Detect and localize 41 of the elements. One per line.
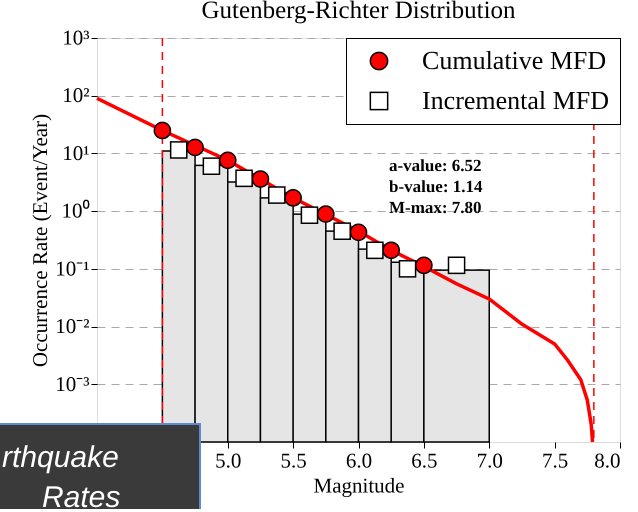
point bbox=[170, 141, 188, 159]
point bbox=[235, 170, 253, 188]
legend-label: Incremental MFD bbox=[422, 86, 610, 115]
point bbox=[382, 241, 400, 260]
point bbox=[186, 138, 204, 156]
annotation: b-value: 1.14 bbox=[389, 177, 483, 196]
point bbox=[268, 186, 286, 204]
point bbox=[154, 122, 172, 140]
point bbox=[202, 157, 220, 176]
point bbox=[366, 241, 384, 260]
x-tick-label: 6.0 bbox=[346, 448, 372, 472]
annotation: rthquake bbox=[2, 441, 119, 474]
legend-label: Cumulative MFD bbox=[422, 46, 606, 75]
x-tick-label: 5.5 bbox=[280, 448, 307, 472]
point bbox=[252, 170, 270, 188]
point bbox=[300, 206, 318, 224]
annotation: M-max: 7.80 bbox=[389, 198, 482, 217]
y-axis-title: Occurrence Rate (Event/Year) bbox=[28, 114, 52, 368]
point bbox=[415, 256, 433, 274]
point bbox=[218, 152, 237, 170]
y-tick-label: 10⁻² bbox=[55, 314, 90, 338]
x-tick-label: 7.5 bbox=[542, 448, 568, 472]
y-tick-label: 10¹ bbox=[62, 140, 90, 165]
y-tick-label: 10³ bbox=[62, 26, 90, 50]
y-tick-label: 10² bbox=[62, 83, 90, 108]
y-tick-label: 10⁰ bbox=[62, 198, 90, 223]
x-tick-label: 6.5 bbox=[411, 448, 438, 472]
x-tick-label: 7.0 bbox=[476, 448, 503, 472]
point bbox=[333, 222, 351, 240]
chart-title: Gutenberg-Richter Distribution bbox=[201, 0, 516, 24]
text: Rates bbox=[42, 481, 120, 512]
point bbox=[350, 224, 368, 242]
x-tick-label: 5.0 bbox=[215, 448, 242, 472]
point bbox=[284, 189, 302, 207]
x-tick-label: 8.0 bbox=[594, 448, 620, 472]
y-tick-label: 10⁻¹ bbox=[55, 256, 90, 280]
point bbox=[398, 260, 416, 278]
annotation: a-value: 6.52 bbox=[389, 156, 482, 175]
y-tick-label: 10⁻³ bbox=[55, 372, 90, 396]
x-axis-title: Magnitude bbox=[314, 474, 404, 498]
point bbox=[317, 205, 335, 223]
